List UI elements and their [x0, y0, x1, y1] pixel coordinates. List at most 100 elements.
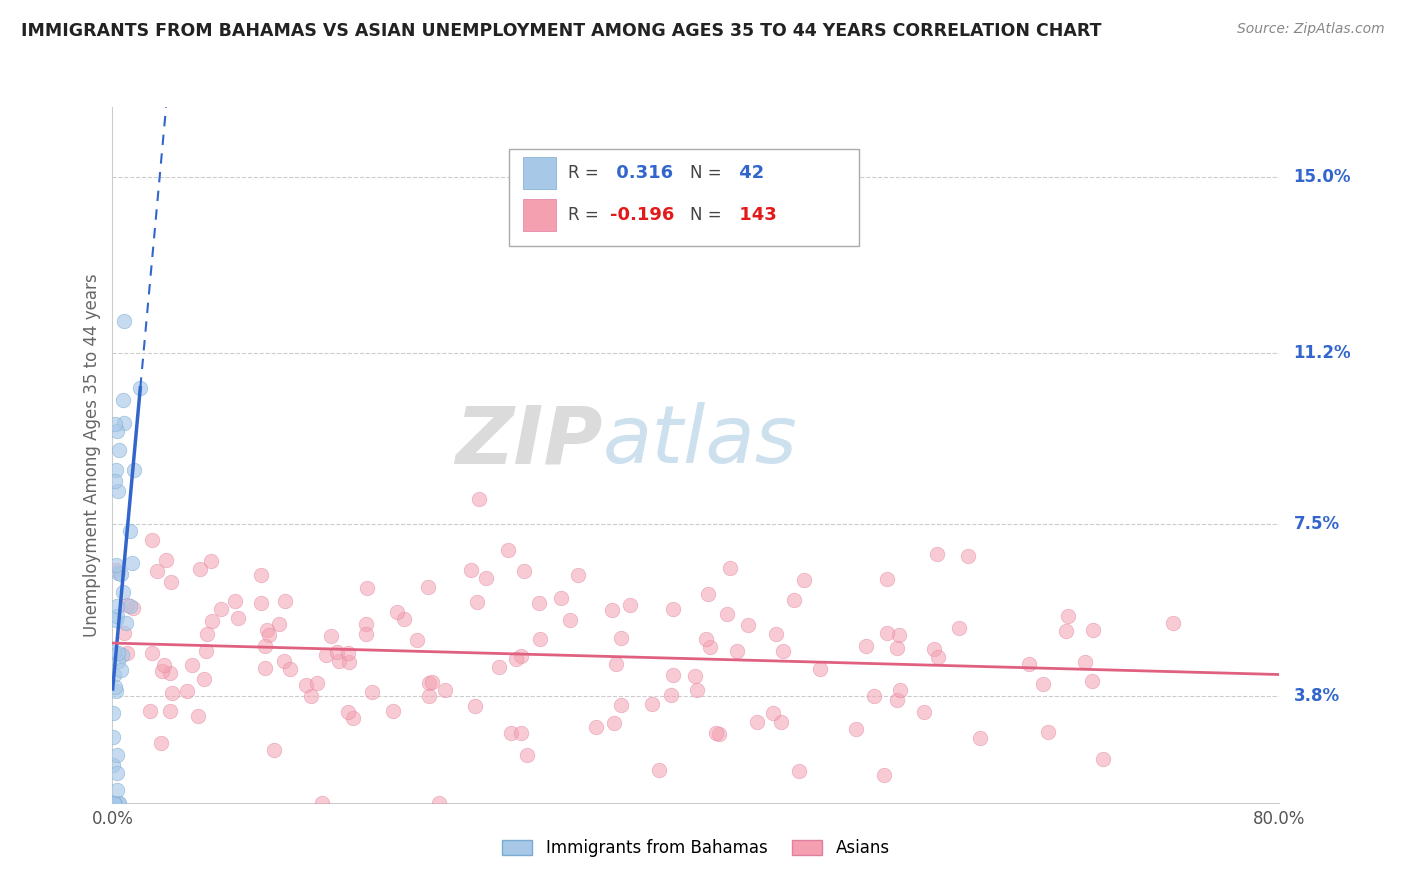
Point: [105, 748, 128, 763]
Text: 143: 143: [734, 206, 778, 224]
Point: [707, 727, 730, 741]
Point: [619, 599, 641, 613]
Point: [585, 720, 607, 734]
Point: [103, 668, 125, 682]
Point: [912, 705, 935, 719]
Point: [661, 667, 683, 681]
Point: [110, 663, 132, 677]
Point: [737, 618, 759, 632]
Text: 7.5%: 7.5%: [1294, 516, 1340, 533]
Point: [145, 564, 167, 578]
Point: [101, 706, 124, 720]
Text: 3.8%: 3.8%: [1294, 687, 1340, 705]
Point: [699, 640, 721, 654]
Point: [610, 698, 633, 713]
Point: [1018, 657, 1040, 672]
Point: [876, 626, 898, 640]
Point: [468, 492, 491, 507]
Point: [250, 568, 273, 582]
Point: [887, 628, 910, 642]
Point: [876, 572, 898, 586]
Point: [257, 628, 280, 642]
Point: [922, 641, 945, 656]
Point: [121, 601, 143, 615]
Point: [602, 715, 624, 730]
Point: [129, 382, 152, 396]
Point: [505, 652, 527, 666]
Point: [105, 609, 128, 624]
Point: [772, 644, 794, 658]
Text: N =: N =: [690, 206, 727, 224]
Point: [354, 627, 377, 641]
Point: [226, 610, 249, 624]
Point: [124, 463, 146, 477]
Point: [718, 561, 741, 575]
Point: [249, 596, 271, 610]
Point: [683, 669, 706, 683]
Point: [342, 711, 364, 725]
Point: [319, 629, 342, 643]
Point: [112, 625, 135, 640]
Text: ZIP: ZIP: [456, 402, 603, 480]
Point: [280, 662, 302, 676]
Point: [605, 657, 627, 671]
Point: [111, 648, 134, 662]
Point: [1081, 623, 1104, 637]
Point: [516, 747, 538, 762]
Point: [873, 768, 896, 782]
Text: R =: R =: [568, 164, 603, 182]
Point: [118, 599, 141, 613]
Point: [1036, 724, 1059, 739]
Point: [956, 549, 979, 563]
Point: [112, 313, 135, 327]
Point: [855, 639, 877, 653]
Point: [305, 676, 328, 690]
Point: [108, 796, 131, 810]
Point: [141, 646, 163, 660]
Point: [224, 594, 246, 608]
Point: [416, 580, 439, 594]
Point: [301, 690, 323, 704]
Bar: [523, 199, 555, 230]
Point: [1161, 615, 1184, 630]
Text: Source: ZipAtlas.com: Source: ZipAtlas.com: [1237, 22, 1385, 37]
Point: [153, 657, 176, 672]
Point: [326, 645, 349, 659]
Point: [121, 557, 143, 571]
Point: [475, 571, 498, 585]
Point: [112, 416, 135, 430]
Text: IMMIGRANTS FROM BAHAMAS VS ASIAN UNEMPLOYMENT AMONG AGES 35 TO 44 YEARS CORRELAT: IMMIGRANTS FROM BAHAMAS VS ASIAN UNEMPLO…: [21, 22, 1101, 40]
Point: [510, 726, 533, 740]
Point: [273, 654, 295, 668]
Point: [527, 596, 550, 610]
Point: [160, 574, 183, 589]
Point: [104, 417, 127, 431]
Point: [110, 567, 132, 582]
Point: [105, 424, 128, 438]
Point: [337, 646, 360, 660]
Point: [209, 601, 232, 615]
Point: [1056, 624, 1078, 639]
Point: [464, 699, 486, 714]
Point: [181, 658, 204, 673]
Point: [789, 764, 811, 778]
Point: [105, 783, 128, 797]
Point: [550, 591, 572, 605]
Point: [339, 655, 361, 669]
Point: [104, 683, 127, 698]
Point: [427, 796, 450, 810]
Point: [105, 563, 128, 577]
Point: [188, 562, 211, 576]
Point: [422, 675, 444, 690]
Point: [641, 697, 664, 711]
Point: [107, 483, 129, 498]
Point: [311, 796, 333, 810]
Point: [969, 731, 991, 745]
Point: [107, 442, 129, 457]
Point: [117, 598, 139, 612]
Point: [328, 654, 350, 668]
Point: [460, 563, 482, 577]
Point: [662, 602, 685, 616]
Point: [600, 603, 623, 617]
Legend: Immigrants from Bahamas, Asians: Immigrants from Bahamas, Asians: [495, 833, 897, 864]
